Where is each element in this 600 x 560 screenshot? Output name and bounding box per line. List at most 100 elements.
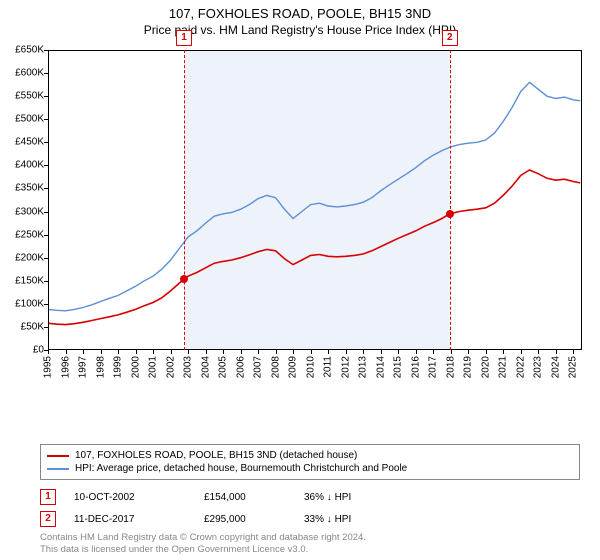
x-tick — [223, 350, 224, 354]
y-tick — [44, 142, 48, 143]
y-tick — [44, 96, 48, 97]
chart-subtitle: Price paid vs. HM Land Registry's House … — [0, 21, 600, 37]
footer-text: Contains HM Land Registry data © Crown c… — [40, 532, 580, 557]
event-vline — [184, 50, 185, 350]
y-tick-label: £200K — [15, 252, 44, 263]
event-price: £154,000 — [204, 492, 304, 503]
x-tick-label: 2006 — [235, 356, 246, 378]
y-tick — [44, 212, 48, 213]
x-tick-label: 2014 — [375, 356, 386, 378]
x-tick — [328, 350, 329, 354]
y-tick — [44, 258, 48, 259]
legend-label: HPI: Average price, detached house, Bour… — [75, 463, 407, 474]
x-tick — [363, 350, 364, 354]
x-tick — [188, 350, 189, 354]
y-tick-label: £450K — [15, 137, 44, 148]
x-tick — [503, 350, 504, 354]
event-row: 1 10-OCT-2002£154,00036% ↓ HPI — [40, 486, 580, 508]
x-tick-label: 2020 — [480, 356, 491, 378]
legend-row: 107, FOXHOLES ROAD, POOLE, BH15 3ND (det… — [47, 449, 573, 462]
x-tick — [241, 350, 242, 354]
y-tick-label: £250K — [15, 229, 44, 240]
x-tick — [468, 350, 469, 354]
y-tick-label: £300K — [15, 206, 44, 217]
events-table: 1 10-OCT-2002£154,00036% ↓ HPI 211-DEC-201… — [40, 486, 580, 530]
y-tick-label: £50K — [21, 321, 44, 332]
x-tick — [66, 350, 67, 354]
event-date: 11-DEC-2017 — [74, 514, 204, 525]
y-tick-label: £350K — [15, 183, 44, 194]
y-tick — [44, 235, 48, 236]
x-tick — [206, 350, 207, 354]
x-tick — [556, 350, 557, 354]
x-tick-label: 2011 — [323, 356, 334, 378]
x-tick-label: 2019 — [463, 356, 474, 378]
x-tick — [258, 350, 259, 354]
y-tick-label: £150K — [15, 275, 44, 286]
y-tick — [44, 281, 48, 282]
event-number-box: 1 — [40, 489, 56, 505]
legend-row: HPI: Average price, detached house, Bour… — [47, 462, 573, 475]
x-tick-label: 2007 — [253, 356, 264, 378]
x-tick-label: 2015 — [393, 356, 404, 378]
legend-label: 107, FOXHOLES ROAD, POOLE, BH15 3ND (det… — [75, 450, 357, 461]
x-tick-label: 2023 — [533, 356, 544, 378]
y-tick — [44, 73, 48, 74]
x-tick — [48, 350, 49, 354]
x-tick — [433, 350, 434, 354]
x-tick-label: 2010 — [305, 356, 316, 378]
price-point-marker — [180, 275, 188, 283]
y-tick — [44, 50, 48, 51]
x-tick-label: 2002 — [165, 356, 176, 378]
y-tick-label: £550K — [15, 91, 44, 102]
series-hpi — [48, 82, 580, 310]
x-tick-label: 2005 — [218, 356, 229, 378]
chart-titles: 107, FOXHOLES ROAD, POOLE, BH15 3ND Pric… — [0, 0, 600, 37]
event-row: 211-DEC-2017£295,00033% ↓ HPI — [40, 508, 580, 530]
x-tick-label: 1996 — [60, 356, 71, 378]
y-tick — [44, 188, 48, 189]
y-tick-label: £600K — [15, 68, 44, 79]
event-marker-box: 2 — [442, 30, 458, 46]
x-tick — [171, 350, 172, 354]
x-tick — [486, 350, 487, 354]
x-tick-label: 2017 — [428, 356, 439, 378]
x-tick — [416, 350, 417, 354]
x-tick-label: 2000 — [130, 356, 141, 378]
x-tick — [118, 350, 119, 354]
x-tick-label: 2004 — [200, 356, 211, 378]
y-tick-label: £100K — [15, 298, 44, 309]
event-vline — [450, 50, 451, 350]
x-tick — [293, 350, 294, 354]
x-tick — [398, 350, 399, 354]
series-price_paid — [48, 170, 580, 325]
x-tick — [136, 350, 137, 354]
y-tick — [44, 119, 48, 120]
chart-title-address: 107, FOXHOLES ROAD, POOLE, BH15 3ND — [0, 6, 600, 21]
x-tick-label: 1998 — [95, 356, 106, 378]
legend-box: 107, FOXHOLES ROAD, POOLE, BH15 3ND (det… — [40, 444, 580, 480]
x-tick-label: 1999 — [113, 356, 124, 378]
x-tick — [346, 350, 347, 354]
x-tick-label: 2025 — [568, 356, 579, 378]
x-tick-label: 2022 — [515, 356, 526, 378]
event-pct-vs-hpi: 33% ↓ HPI — [304, 514, 424, 525]
y-tick — [44, 165, 48, 166]
y-tick — [44, 327, 48, 328]
event-pct-vs-hpi: 36% ↓ HPI — [304, 492, 424, 503]
x-tick-label: 2003 — [183, 356, 194, 378]
footer-line-2: This data is licensed under the Open Gov… — [40, 544, 580, 556]
x-tick — [451, 350, 452, 354]
x-tick — [311, 350, 312, 354]
x-tick-label: 1995 — [43, 356, 54, 378]
plot-area: 12£0£50K£100K£150K£200K£250K£300K£350K£4… — [48, 50, 582, 350]
event-price: £295,000 — [204, 514, 304, 525]
x-tick-label: 2001 — [148, 356, 159, 378]
x-tick — [573, 350, 574, 354]
x-tick-label: 2018 — [445, 356, 456, 378]
x-tick-label: 2009 — [288, 356, 299, 378]
event-date: 10-OCT-2002 — [74, 492, 204, 503]
footer-line-1: Contains HM Land Registry data © Crown c… — [40, 532, 580, 544]
y-tick — [44, 304, 48, 305]
x-tick — [101, 350, 102, 354]
